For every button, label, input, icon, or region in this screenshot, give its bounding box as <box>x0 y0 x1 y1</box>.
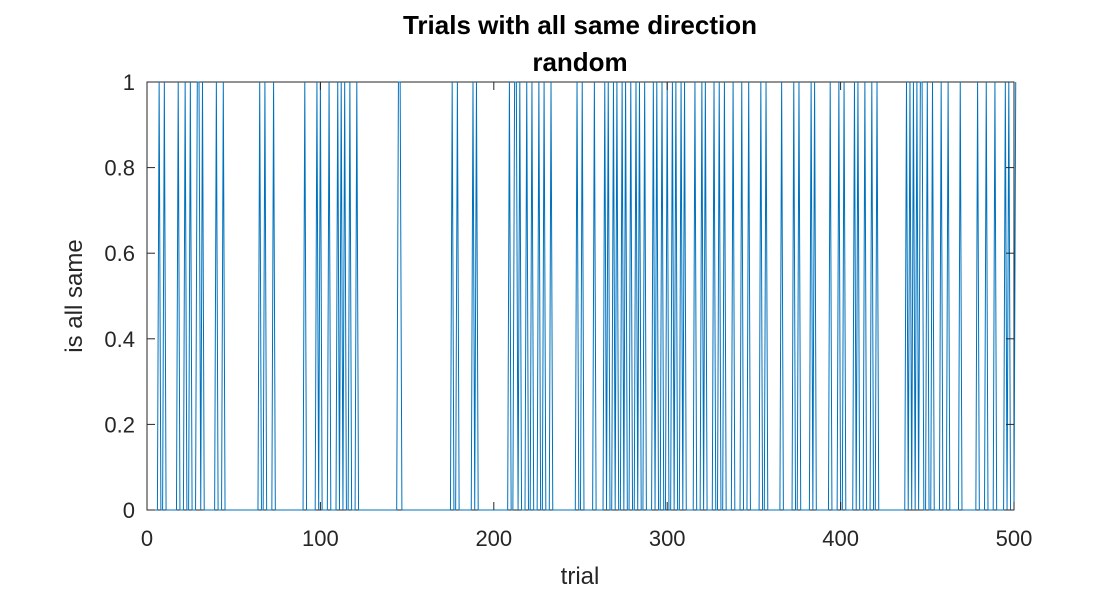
y-axis-ticks: 0 0.2 0.4 0.6 0.8 1 <box>104 70 1014 523</box>
chart-subtitle: random <box>532 47 627 77</box>
y-axis-label: is all same <box>61 239 88 352</box>
series-line <box>148 81 1017 511</box>
y-tick-label: 1 <box>123 70 135 95</box>
y-tick-label: 0.2 <box>104 412 135 437</box>
x-axis-ticks: 0 100 200 300 400 500 <box>141 82 1032 551</box>
x-tick-label: 500 <box>996 526 1033 551</box>
x-tick-label: 200 <box>475 526 512 551</box>
x-tick-label: 0 <box>141 526 153 551</box>
y-tick-label: 0 <box>123 498 135 523</box>
y-tick-label: 0.6 <box>104 241 135 266</box>
x-tick-label: 100 <box>302 526 339 551</box>
plot-area <box>146 81 1017 511</box>
chart-title: Trials with all same direction <box>403 10 757 40</box>
x-tick-label: 300 <box>649 526 686 551</box>
y-tick-label: 0.4 <box>104 327 135 352</box>
x-tick-label: 400 <box>822 526 859 551</box>
x-axis-label: trial <box>561 563 600 590</box>
y-tick-label: 0.8 <box>104 156 135 181</box>
